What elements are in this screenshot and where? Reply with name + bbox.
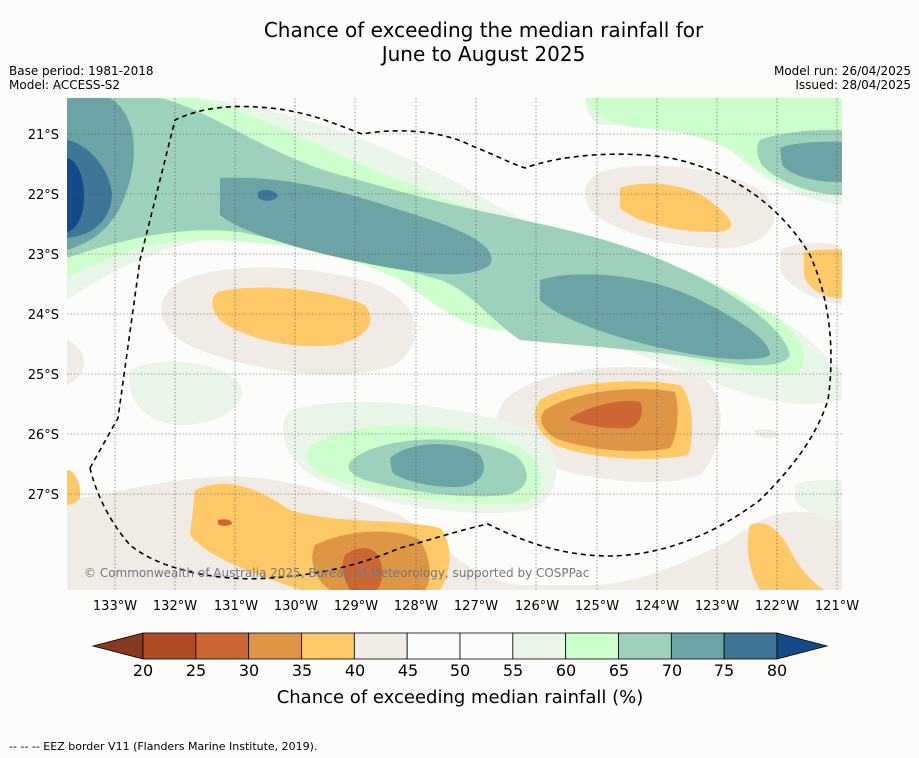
colorbar-tick: 75 — [714, 661, 734, 680]
colorbar-tick: 40 — [345, 661, 365, 680]
longitude-labels: 133°W 132°W 131°W 130°W 129°W 128°W 127°… — [93, 599, 859, 614]
colorbar-segment — [618, 632, 672, 660]
eez-border — [89, 105, 832, 580]
contour-above-80 — [67, 158, 85, 232]
lon-label: 128°W — [394, 599, 438, 614]
colorbar-tick: 50 — [450, 661, 470, 680]
colorbar-segment — [670, 632, 725, 660]
lon-label: 123°W — [695, 599, 739, 614]
colorbar-segment — [512, 632, 567, 660]
lat-label: 27°S — [28, 488, 59, 503]
lat-label: 22°S — [28, 188, 59, 203]
colorbar-tick: 60 — [556, 661, 576, 680]
eez-legend-footer: -- -- -- EEZ border V11 (Flanders Marine… — [9, 740, 318, 753]
colorbar-tick: 45 — [398, 661, 418, 680]
chart-title: Chance of exceeding the median rainfall … — [0, 18, 919, 66]
contour-25-30 — [218, 400, 642, 590]
colorbar-tick: 30 — [239, 661, 259, 680]
colorbar-tick: 80 — [767, 661, 787, 680]
lon-label: 127°W — [454, 599, 498, 614]
model-run: Model run: 26/04/2025 — [773, 64, 911, 78]
lon-label: 125°W — [575, 599, 619, 614]
title-line-2: June to August 2025 — [381, 42, 586, 66]
colorbar-segment — [301, 632, 355, 660]
colorbar-tick: 55 — [503, 661, 523, 680]
colorbar-tick: 20 — [133, 661, 153, 680]
colorbar-tick: 70 — [662, 661, 682, 680]
lon-label: 133°W — [93, 599, 137, 614]
colorbar-tick: 25 — [186, 661, 206, 680]
copyright-text: © Commonwealth of Australia 2025, Bureau… — [84, 566, 589, 580]
colorbar-segment — [248, 632, 302, 660]
lon-label: 126°W — [515, 599, 559, 614]
meta-right: Model run: 26/04/2025 Issued: 28/04/2025 — [774, 64, 911, 92]
model-name: Model: ACCESS-S2 — [9, 78, 121, 92]
lon-label: 132°W — [153, 599, 197, 614]
title-line-1: Chance of exceeding the median rainfall … — [263, 18, 704, 42]
lat-label: 26°S — [28, 428, 59, 443]
colorbar-segment — [353, 632, 408, 660]
base-period: Base period: 1981-2018 — [9, 64, 154, 78]
colorbar-ticks: 20 25 30 35 40 45 50 55 60 65 70 75 80 — [133, 661, 787, 680]
lon-label: 129°W — [334, 599, 378, 614]
issued-date: Issued: 28/04/2025 — [795, 78, 911, 92]
latitude-labels: 21°S 22°S 23°S 24°S 25°S 26°S 27°S — [28, 128, 59, 503]
lat-label: 25°S — [28, 368, 59, 383]
map-panel: © Commonwealth of Australia 2025, Bureau… — [67, 98, 842, 590]
lon-label: 124°W — [635, 599, 679, 614]
colorbar-segment — [195, 632, 250, 660]
colorbar-extend-high — [776, 632, 829, 660]
colorbar-tick: 65 — [609, 661, 629, 680]
meta-left: Base period: 1981-2018 Model: ACCESS-S2 — [9, 64, 154, 92]
lon-label: 131°W — [214, 599, 258, 614]
map-gridlines — [67, 98, 842, 590]
colorbar-segment — [142, 632, 197, 660]
colorbar-segment — [406, 632, 461, 660]
lat-label: 24°S — [28, 308, 59, 323]
colorbar-extend-low — [91, 632, 144, 660]
colorbar-segment — [459, 632, 514, 660]
lat-label: 21°S — [28, 128, 59, 143]
colorbar-tick: 35 — [292, 661, 312, 680]
colorbar-segment — [723, 632, 778, 660]
colorbar-label: Chance of exceeding median rainfall (%) — [277, 687, 644, 708]
colorbar — [91, 632, 829, 660]
colorbar-segment — [565, 632, 619, 660]
lon-label: 122°W — [755, 599, 799, 614]
lat-label: 23°S — [28, 248, 59, 263]
lon-label: 121°W — [815, 599, 859, 614]
lon-label: 130°W — [274, 599, 318, 614]
